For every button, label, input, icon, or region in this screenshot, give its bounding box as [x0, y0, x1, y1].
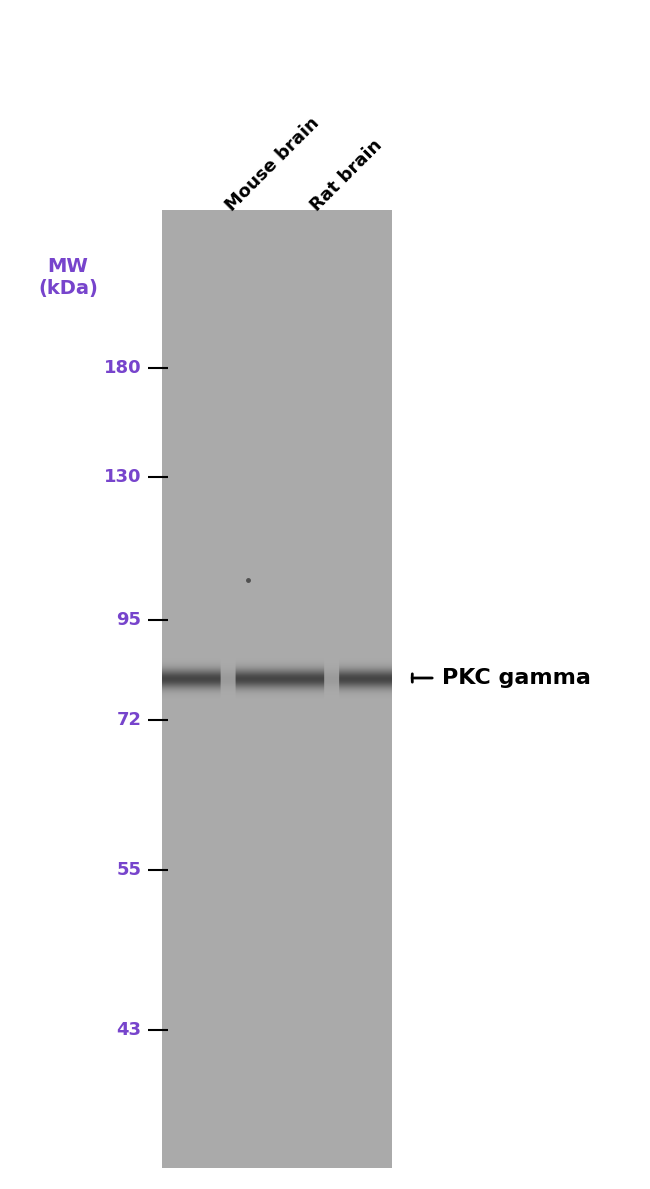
- Bar: [162, 210, 392, 1168]
- Text: Mouse brain: Mouse brain: [222, 114, 323, 215]
- Text: 43: 43: [116, 1021, 142, 1039]
- Text: 180: 180: [104, 359, 142, 377]
- Text: PKC gamma: PKC gamma: [442, 668, 591, 688]
- Text: 95: 95: [116, 611, 142, 629]
- Text: MW
(kDa): MW (kDa): [38, 258, 98, 298]
- Text: 55: 55: [116, 861, 142, 879]
- Text: 130: 130: [104, 468, 142, 486]
- Text: Rat brain: Rat brain: [307, 137, 386, 215]
- Text: 72: 72: [116, 711, 142, 729]
